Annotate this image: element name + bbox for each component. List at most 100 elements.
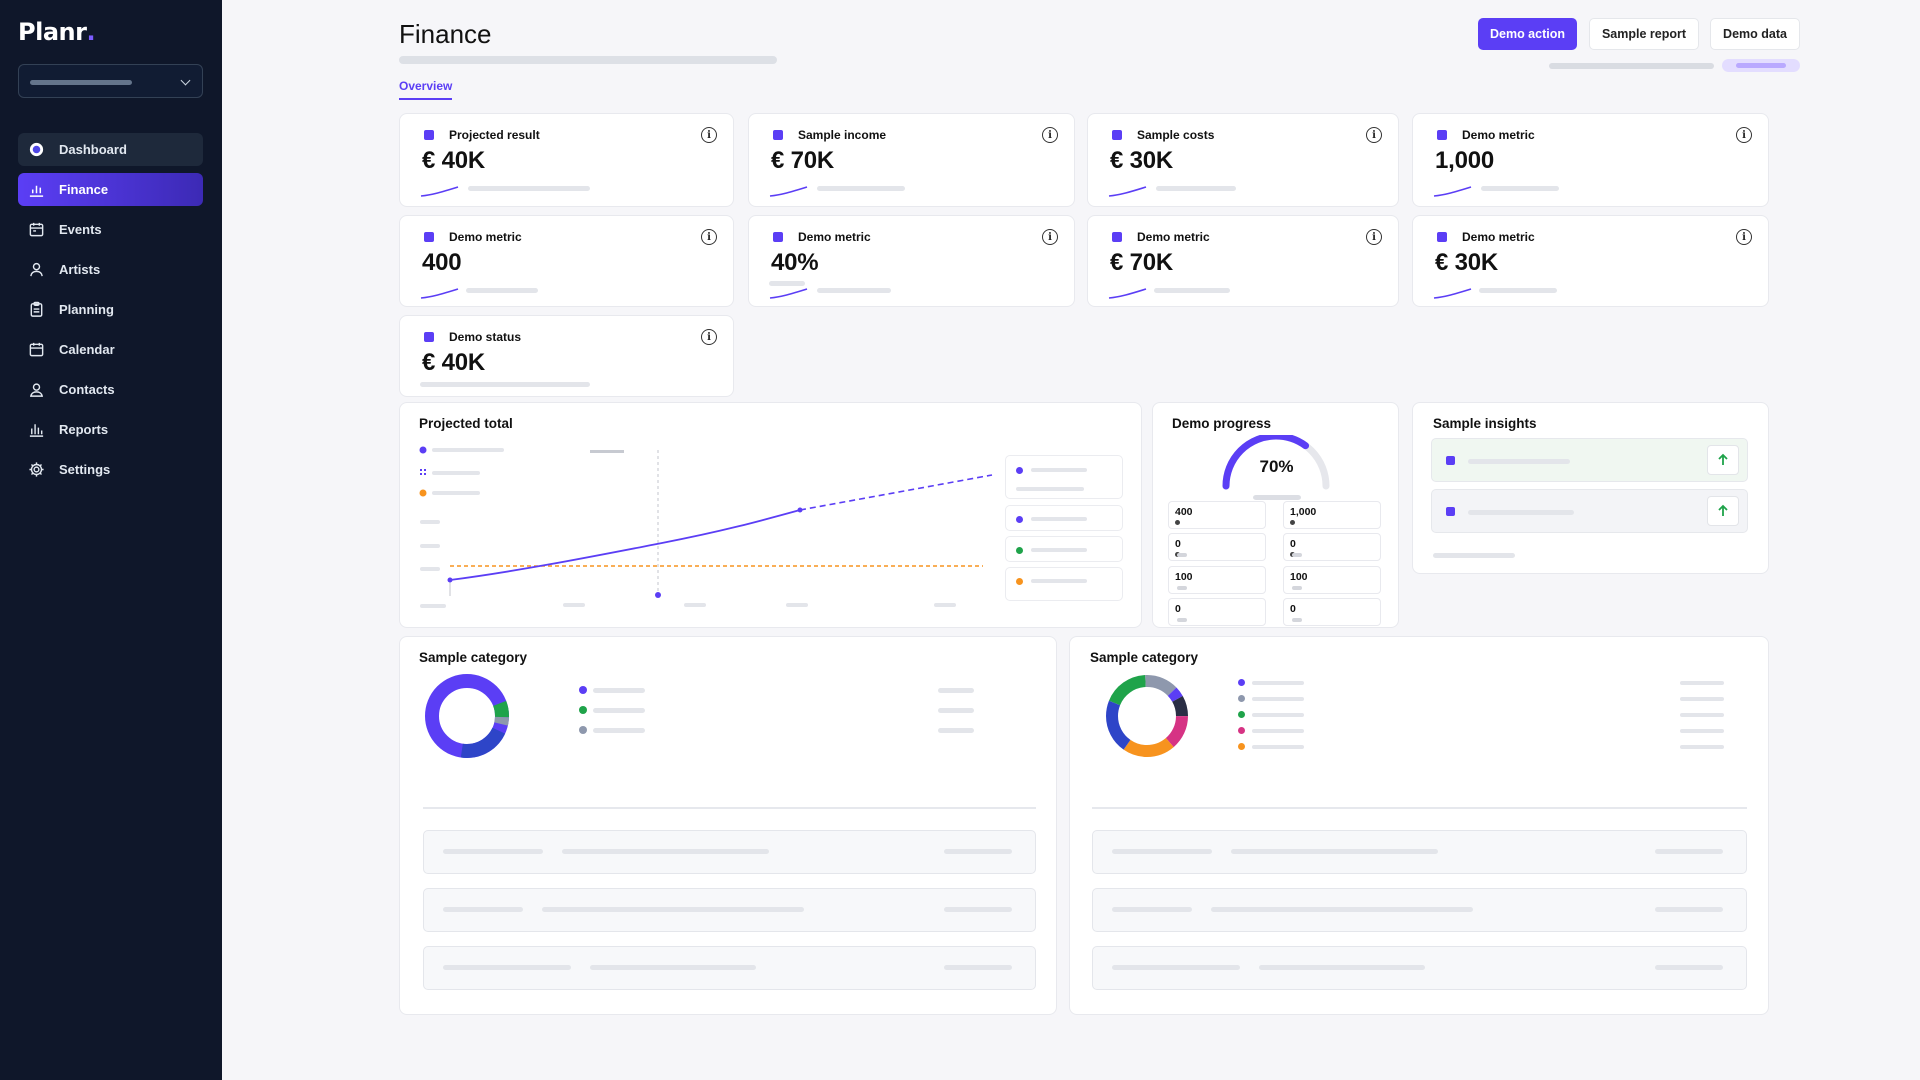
marker-label-placeholder: [590, 450, 624, 453]
sparkline: [1108, 288, 1147, 299]
info-icon[interactable]: i: [701, 229, 717, 245]
table-row[interactable]: [1092, 830, 1747, 874]
sidebar-item-calendar[interactable]: Calendar: [18, 333, 203, 366]
demo-action-button[interactable]: Demo action: [1478, 18, 1577, 50]
gauge-fill: [1222, 435, 1330, 490]
info-icon[interactable]: i: [701, 329, 717, 345]
kpi-label: Demo metric: [1437, 128, 1535, 142]
workspace-select[interactable]: [18, 64, 203, 98]
info-icon[interactable]: i: [701, 127, 717, 143]
actual-line: [449, 509, 801, 581]
insight-row[interactable]: [1431, 438, 1748, 482]
y-tick-placeholder: [420, 520, 440, 524]
sidebar-item-reports[interactable]: Reports: [18, 413, 203, 446]
sample-report-button[interactable]: Sample report: [1589, 18, 1699, 50]
demo-data-button[interactable]: Demo data: [1710, 18, 1800, 50]
sidebar-nav: Dashboard Finance Events Artists Plannin…: [18, 133, 203, 493]
legend-label-placeholder: [432, 491, 480, 495]
kpi-card: Projected result i € 40K: [399, 113, 734, 207]
info-icon[interactable]: i: [1042, 229, 1058, 245]
progress-stat-cell: 100: [1283, 566, 1381, 594]
kpi-card: Demo metric i 1,000: [1412, 113, 1769, 207]
demo-progress-card: Demo progress 70% 400 1,000 0 0 100 100 …: [1152, 402, 1399, 628]
table-row[interactable]: [423, 888, 1036, 932]
kpi-subtext-placeholder: [1481, 186, 1559, 191]
forecast-line: [799, 474, 993, 511]
sidebar-item-label: Events: [59, 222, 102, 237]
chart-legend-item[interactable]: [1005, 567, 1123, 601]
table-row[interactable]: [1092, 888, 1747, 932]
sparkline: [420, 186, 459, 197]
kpi-label: Demo metric: [773, 230, 871, 244]
kpi-label: Demo metric: [1437, 230, 1535, 244]
table-row[interactable]: [423, 946, 1036, 990]
chart-legend-item[interactable]: [1005, 505, 1123, 531]
insight-marker: [1446, 507, 1455, 516]
legend-dot: [579, 686, 587, 694]
table-header-line: [423, 807, 1036, 809]
legend-value-placeholder: [1680, 745, 1724, 749]
legend-label-placeholder: [1252, 681, 1304, 685]
app-logo[interactable]: Planr.: [18, 18, 96, 46]
insight-row[interactable]: [1431, 489, 1748, 533]
legend-dot: [579, 706, 587, 714]
sparkline: [1433, 288, 1472, 299]
info-icon[interactable]: i: [1042, 127, 1058, 143]
legend-dot: [1238, 695, 1245, 702]
legend-label-placeholder: [593, 688, 645, 693]
kpi-subtext-placeholder: [468, 186, 590, 191]
insight-text-placeholder: [1468, 510, 1574, 515]
contacts-icon: [29, 383, 44, 397]
donut-segment: [1106, 675, 1188, 757]
row-cell-placeholder: [944, 849, 1012, 854]
info-icon[interactable]: i: [1366, 127, 1382, 143]
info-icon[interactable]: i: [1736, 127, 1752, 143]
circle-dot-icon: [29, 142, 44, 157]
row-cell-placeholder: [1112, 849, 1212, 854]
progress-stat-cell: 100: [1168, 566, 1266, 594]
bar-chart-icon: [29, 185, 44, 197]
sidebar-item-settings[interactable]: Settings: [18, 453, 203, 486]
donut-segment: [1106, 675, 1188, 757]
table-row[interactable]: [423, 830, 1036, 874]
info-icon[interactable]: i: [1736, 229, 1752, 245]
progress-stat-cell: 0: [1283, 533, 1381, 561]
sidebar-item-finance[interactable]: Finance: [18, 173, 203, 206]
row-cell-placeholder: [590, 965, 756, 970]
kpi-label: Demo metric: [1112, 230, 1210, 244]
kpi-subtext-placeholder: [420, 382, 590, 387]
sidebar: Planr. Dashboard Finance Events Artists …: [0, 0, 222, 1080]
arrow-up-icon[interactable]: [1707, 445, 1739, 475]
legend-label-placeholder: [1031, 517, 1087, 521]
kpi-value: € 40K: [422, 147, 486, 174]
chart-legend-item[interactable]: [1005, 536, 1123, 562]
chart-legend-item[interactable]: [1005, 455, 1123, 499]
donut-segment: [1106, 675, 1188, 757]
table-row[interactable]: [1092, 946, 1747, 990]
info-icon[interactable]: i: [1366, 229, 1382, 245]
arrow-up-icon[interactable]: [1707, 496, 1739, 526]
sidebar-item-label: Artists: [59, 262, 101, 277]
sidebar-item-dashboard[interactable]: Dashboard: [18, 133, 203, 166]
legend-dot: [1238, 727, 1245, 734]
legend-label-placeholder: [1031, 579, 1087, 583]
sidebar-item-label: Planning: [59, 302, 114, 317]
tab-overview[interactable]: Overview: [399, 79, 453, 100]
legend-value-placeholder: [938, 708, 974, 713]
actual-start-point: [447, 577, 453, 583]
kpi-card: Demo metric i 40%: [748, 215, 1075, 307]
x-tick-placeholder: [934, 603, 956, 607]
progress-percent: 70%: [1259, 457, 1294, 476]
row-cell-placeholder: [1112, 965, 1240, 970]
sidebar-item-artists[interactable]: Artists: [18, 253, 203, 286]
kpi-value: 1,000: [1435, 147, 1495, 174]
user-icon: [30, 262, 43, 277]
kpi-card: Sample income i € 70K: [748, 113, 1075, 207]
gauge-subtext-placeholder: [1253, 495, 1301, 500]
sidebar-item-contacts[interactable]: Contacts: [18, 373, 203, 406]
sidebar-item-planning[interactable]: Planning: [18, 293, 203, 326]
insights-footer-placeholder: [1433, 553, 1515, 558]
sidebar-item-events[interactable]: Events: [18, 213, 203, 246]
row-cell-placeholder: [443, 849, 543, 854]
row-cell-placeholder: [1259, 965, 1425, 970]
